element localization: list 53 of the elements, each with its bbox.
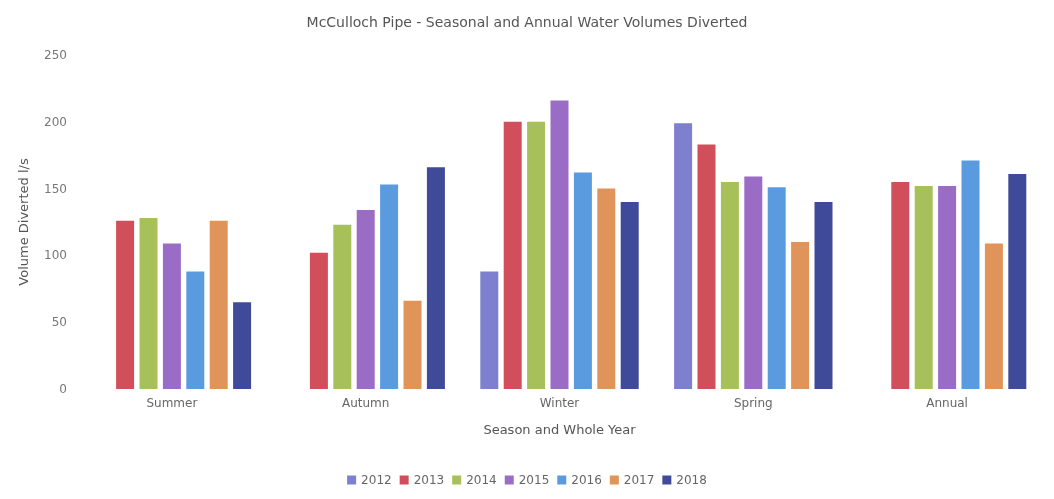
bar: [767, 187, 786, 389]
legend-label: 2015: [518, 473, 550, 487]
bar: [984, 243, 1003, 389]
bar: [914, 185, 933, 389]
bar: [480, 271, 499, 389]
bar: [891, 181, 910, 389]
bar: [620, 201, 639, 389]
y-axis-title: Volume Diverted l/s: [16, 158, 31, 286]
y-tick-label: 250: [44, 48, 67, 62]
bar: [1008, 173, 1027, 389]
x-tick-label: Summer: [146, 396, 198, 410]
bar: [550, 100, 569, 389]
chart-title: McCulloch Pipe - Seasonal and Annual Water Volumes Diverted: [306, 14, 748, 30]
bar: [503, 121, 522, 389]
bar: [814, 201, 833, 389]
y-tick-label: 150: [44, 181, 67, 196]
bar: [597, 188, 616, 389]
legend-label: 2014: [466, 473, 497, 487]
bar: [356, 209, 375, 389]
legend-label: 2012: [361, 473, 392, 487]
y-tick-label: 0: [59, 382, 67, 396]
bar: [674, 123, 693, 389]
x-tick-label: Spring: [733, 396, 773, 410]
y-tick-label: 200: [44, 114, 67, 129]
legend-label: 2018: [676, 473, 707, 487]
legend-label: 2016: [571, 473, 602, 487]
bar: [426, 167, 445, 389]
bar: [333, 224, 352, 389]
bar: [380, 184, 399, 389]
bar: [309, 252, 328, 389]
legend-label: 2017: [623, 473, 655, 487]
bar: [744, 176, 763, 389]
bar: [139, 217, 158, 389]
bar: [233, 302, 252, 389]
bar: [527, 121, 546, 389]
x-axis-title: Season and Whole Year: [483, 422, 637, 437]
bar: [938, 185, 957, 389]
bar: [791, 242, 810, 389]
bar: [573, 172, 592, 389]
bar: [961, 160, 980, 389]
bar: [186, 271, 205, 389]
bar: [403, 300, 422, 389]
legend-label: 2013: [413, 473, 445, 487]
x-tick-label: Annual: [926, 396, 968, 410]
bar: [720, 181, 739, 389]
bar: [162, 243, 181, 389]
x-tick-label: Winter: [539, 396, 580, 410]
x-tick-label: Autumn: [341, 396, 390, 410]
y-tick-label: 100: [44, 248, 67, 263]
y-tick-label: 50: [51, 315, 67, 330]
bar: [116, 220, 135, 389]
bar: [697, 144, 716, 389]
bar: [209, 220, 228, 389]
